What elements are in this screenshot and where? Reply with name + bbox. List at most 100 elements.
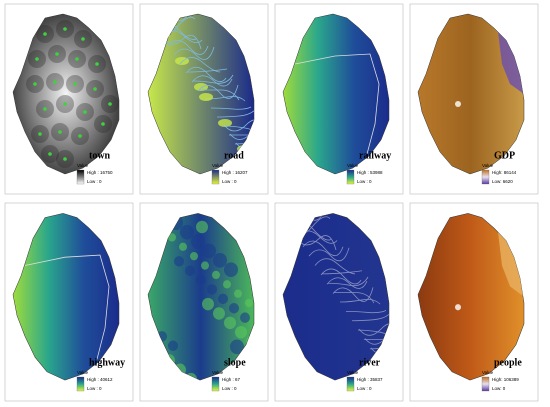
legend-swatch [211,169,220,185]
legend-high: High : 40612 [87,377,113,382]
town-point [48,152,52,156]
legend-heading: Value [77,370,89,375]
network-line [327,276,369,287]
town-point [75,57,79,61]
network-line [357,329,389,343]
town-point [78,134,82,138]
city-center [455,304,461,311]
slope-patch [190,251,198,261]
town-point [73,82,77,86]
network-line [216,107,254,118]
panel-title: slope [224,357,246,368]
legend-high: High : 16207 [222,170,248,175]
slope-patch [179,242,187,251]
slope-patch [180,224,194,240]
panel-title: GDP [494,150,515,161]
legend-heading: Value [482,370,494,375]
rail-line [24,254,110,360]
network-line [198,89,240,101]
legend-swatch [76,169,85,185]
network-line [160,34,202,50]
map-area [147,13,255,175]
map-detail [455,232,524,311]
legend-swatch [481,376,490,392]
slope-patch [213,253,227,268]
network-line [326,277,368,289]
legend-low: Low: 6620 [492,179,513,184]
legend-low: Low : 0 [357,386,372,391]
legend-low: Low : 0 [222,386,237,391]
legend-heading: Value [482,163,494,168]
legend-swatch [76,376,85,392]
town-point [55,52,59,56]
slope-patch [218,293,228,305]
map-detail [294,53,380,155]
network-line [351,311,389,322]
slope-patch [201,261,209,270]
legend-swatch [346,169,355,185]
region [417,213,525,381]
town-point [93,87,97,91]
region [12,213,120,381]
legend-swatch [211,376,220,392]
panel-title: railway [359,150,391,161]
network-line [345,309,387,314]
town-point [108,102,112,106]
slope-patch [196,274,206,286]
slope-patch [202,243,216,259]
legend-high: High : 16750 [87,170,113,175]
map-area [12,13,120,175]
network-line [320,268,362,285]
network-line [197,84,239,99]
slope-patch [224,262,238,277]
network-line [223,119,254,132]
legend-high: High: 86144 [492,170,517,175]
town-point [83,110,87,114]
network-line [185,66,227,83]
slope-patch [168,233,176,242]
map-area [417,213,525,381]
slope-patch [212,270,220,280]
legend-high: High : 35837 [357,377,383,382]
town-point [63,102,67,106]
network-line [192,74,234,84]
slope-patch [168,340,178,351]
slope-patch [213,307,225,320]
legend-low: Low: 0 [492,386,506,391]
far-zone [218,119,232,127]
network-line [333,292,375,304]
town-point [63,27,67,31]
slope-patch [245,298,253,308]
network-line [321,270,363,275]
map-area [282,13,390,175]
network-line [179,57,221,73]
city-center [455,101,461,107]
legend-low: Low : 0 [87,386,102,391]
legend-swatch [346,376,355,392]
slope-patch [191,234,205,249]
region [282,13,390,175]
network-line [314,258,356,275]
panel-title: town [89,150,111,161]
network-line [186,68,228,73]
town-point [43,32,47,36]
panel-title: highway [89,357,125,368]
town-point [35,57,39,61]
panel-title: road [224,150,244,161]
legend-high: High: 106389 [492,377,519,382]
panel-title: people [494,357,522,368]
town-point [63,157,67,161]
legend-swatch [481,169,490,185]
network-line [191,75,233,87]
